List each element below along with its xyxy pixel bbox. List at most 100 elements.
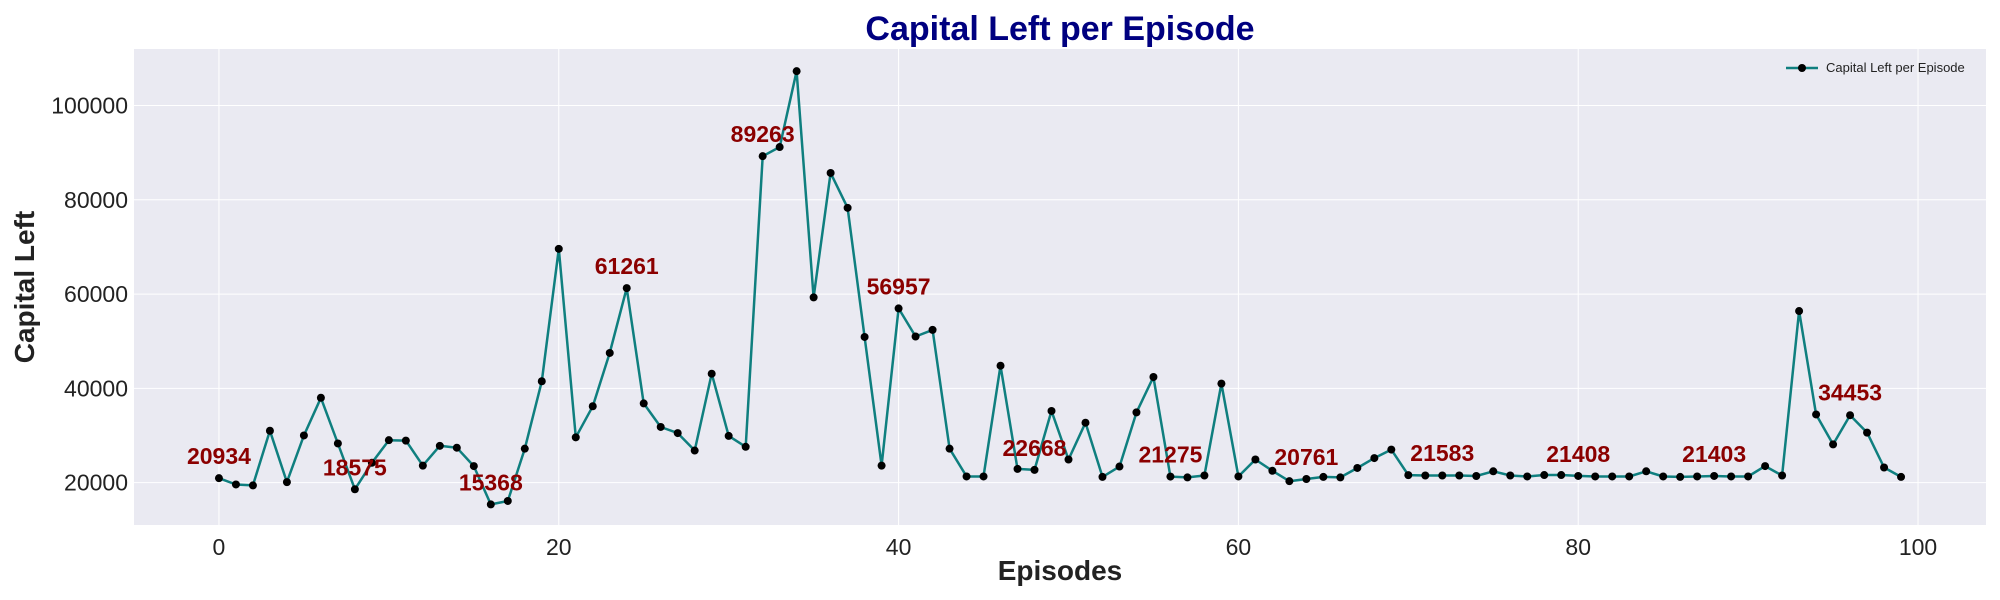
data-point [1472, 471, 1481, 480]
data-point [1302, 474, 1311, 483]
x-tick-label: 40 [886, 534, 912, 560]
data-point [1268, 466, 1277, 475]
data-point [367, 458, 376, 467]
data-point [1557, 471, 1566, 480]
legend-label: Capital Left per Episode [1826, 60, 1965, 75]
data-point [656, 422, 665, 431]
data-point [622, 284, 631, 293]
data-point [1506, 471, 1515, 480]
data-point [1761, 462, 1770, 471]
data-point [979, 472, 988, 481]
data-point [1098, 472, 1107, 481]
series-markers [214, 67, 1906, 509]
x-axis-label: Episodes [998, 555, 1122, 586]
data-point [1183, 473, 1192, 482]
data-point [1438, 471, 1447, 480]
data-point [775, 143, 784, 152]
data-point [1030, 465, 1039, 474]
data-label: 61261 [595, 253, 659, 279]
data-point [282, 478, 291, 487]
data-point [333, 439, 342, 448]
data-label: 21403 [1682, 441, 1746, 467]
x-tick-label: 100 [1899, 534, 1937, 560]
x-tick-label: 80 [1565, 534, 1591, 560]
data-point [401, 436, 410, 445]
data-point [1319, 472, 1328, 481]
data-point [945, 444, 954, 453]
data-point [571, 433, 580, 442]
data-point [1574, 471, 1583, 480]
data-point [1710, 471, 1719, 480]
data-point [1863, 428, 1872, 437]
data-point [350, 485, 359, 494]
grid-lines [134, 49, 1986, 525]
data-point [1591, 472, 1600, 481]
data-point [1897, 472, 1906, 481]
data-point [860, 332, 869, 341]
legend-marker-swatch [1798, 64, 1806, 72]
data-point [486, 500, 495, 509]
data-point [435, 441, 444, 450]
data-label: 15368 [459, 469, 523, 495]
data-point [1829, 440, 1838, 449]
data-point [1421, 471, 1430, 480]
data-point [1149, 373, 1158, 382]
data-point [316, 393, 325, 402]
data-point [1659, 472, 1668, 481]
y-tick-label: 80000 [64, 187, 128, 213]
data-point [1132, 408, 1141, 417]
data-point [1387, 445, 1396, 454]
data-label: 22668 [1003, 435, 1067, 461]
data-point [1166, 472, 1175, 481]
data-label: 21275 [1138, 442, 1202, 468]
series-line [218, 69, 1902, 506]
data-point [1693, 472, 1702, 481]
chart-title: Capital Left per Episode [865, 10, 1254, 48]
data-point [1285, 477, 1294, 486]
data-point [928, 325, 937, 334]
series-line-layer [218, 69, 1902, 506]
data-point [1676, 472, 1685, 481]
data-point [520, 444, 529, 453]
data-point [214, 474, 223, 483]
data-point [1200, 471, 1209, 480]
data-label: 20934 [187, 443, 251, 469]
y-tick-label: 20000 [64, 470, 128, 496]
data-point [418, 461, 427, 470]
data-point [537, 377, 546, 386]
x-tick-label: 60 [1226, 534, 1252, 560]
x-tick-label: 20 [546, 534, 572, 560]
data-point [1778, 471, 1787, 480]
data-point [809, 293, 818, 302]
data-point [1064, 455, 1073, 464]
data-point [1353, 463, 1362, 472]
data-point [690, 446, 699, 455]
data-label: 34453 [1818, 379, 1882, 405]
data-label: 89263 [731, 121, 795, 147]
data-point [724, 431, 733, 440]
y-tick-label: 100000 [51, 93, 128, 119]
data-point [1642, 467, 1651, 476]
data-point [1336, 473, 1345, 482]
data-point [231, 480, 240, 489]
data-annotations: 20934 18575 15368 61261 89263 56957 22668 21275… [187, 121, 1882, 495]
data-point [469, 462, 478, 471]
y-axis-label: Capital Left [9, 211, 40, 363]
data-point [588, 402, 597, 411]
y-tick-label: 60000 [64, 281, 128, 307]
data-point [792, 67, 801, 76]
data-point [1234, 472, 1243, 481]
data-point [299, 431, 308, 440]
data-label: 56957 [867, 273, 931, 299]
data-point [1608, 472, 1617, 481]
data-point [1013, 464, 1022, 473]
data-point [265, 426, 274, 435]
data-point [1251, 455, 1260, 464]
data-point [673, 429, 682, 438]
data-point [1625, 472, 1634, 481]
data-point [758, 152, 767, 161]
data-point [554, 244, 563, 253]
data-point [1489, 467, 1498, 476]
data-point [741, 442, 750, 451]
